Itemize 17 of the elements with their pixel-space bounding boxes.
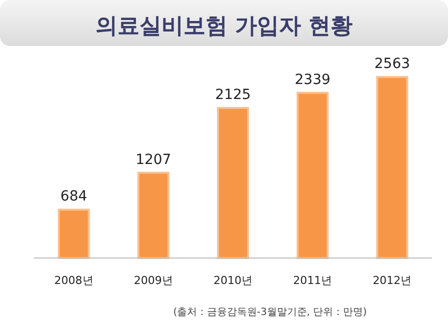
bar (137, 172, 170, 259)
bar (376, 76, 408, 259)
bar (217, 106, 249, 259)
data-label: 1207 (136, 152, 172, 168)
x-tick-label: 2010년 (214, 274, 252, 287)
data-label: 684 (60, 188, 88, 205)
text: (출처 : 금융감독원-3월말기준, 단위 : 만명) (173, 307, 367, 318)
x-tick-label: 2009년 (134, 274, 173, 287)
chart-title: 의료실비보험 가입자 현황 (95, 14, 353, 39)
data-label: 2563 (374, 56, 410, 72)
x-tick-label: 2008년 (54, 274, 94, 287)
x-tick-label: 2011년 (293, 274, 332, 287)
bar (296, 92, 329, 259)
data-label: 2339 (294, 72, 330, 88)
x-tick-label: 2012년 (372, 274, 412, 287)
bar (58, 208, 90, 259)
data-label: 2125 (215, 86, 251, 103)
